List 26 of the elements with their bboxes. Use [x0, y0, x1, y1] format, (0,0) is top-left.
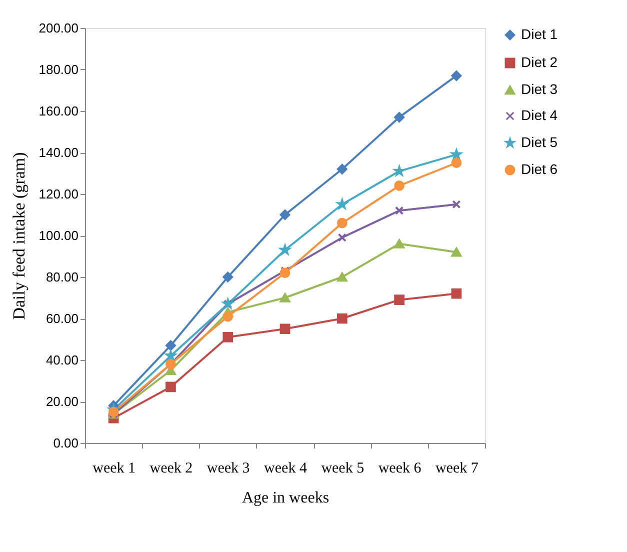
x-tick-label: week 3	[206, 460, 250, 476]
y-tick-label: 120.00	[38, 186, 78, 202]
y-tick-label: 60.00	[46, 311, 78, 326]
y-tick-label: 20.00	[46, 394, 78, 409]
y-tick-label: 160.00	[38, 104, 78, 118]
legend-label: Diet 3	[521, 81, 558, 97]
legend-label: Diet 5	[521, 134, 558, 150]
x-tick-label: week 4	[264, 460, 308, 476]
y-tick-label: 40.00	[46, 352, 78, 368]
x-tick-label: week 7	[435, 460, 479, 476]
y-tick-label: 80.00	[46, 270, 78, 284]
legend-label: Diet 2	[521, 54, 558, 70]
y-axis-title: Daily feed intake (gram)	[10, 152, 29, 320]
y-tick-label: 180.00	[38, 62, 78, 77]
y-tick-label: 0.00	[53, 436, 78, 450]
y-tick-label: 100.00	[38, 228, 78, 243]
y-tick-label: 200.00	[38, 20, 78, 36]
y-tick-label: 140.00	[38, 145, 78, 160]
legend-label: Diet 6	[521, 161, 558, 177]
x-tick-label: week 5	[321, 460, 364, 476]
x-axis-title: Age in weeks	[242, 490, 330, 506]
x-tick-label: week 1	[92, 460, 136, 476]
legend-label: Diet 4	[521, 107, 558, 123]
x-tick-label: week 2	[150, 460, 193, 476]
legend-label: Diet 1	[521, 26, 558, 42]
x-tick-label: week 6	[378, 460, 422, 476]
